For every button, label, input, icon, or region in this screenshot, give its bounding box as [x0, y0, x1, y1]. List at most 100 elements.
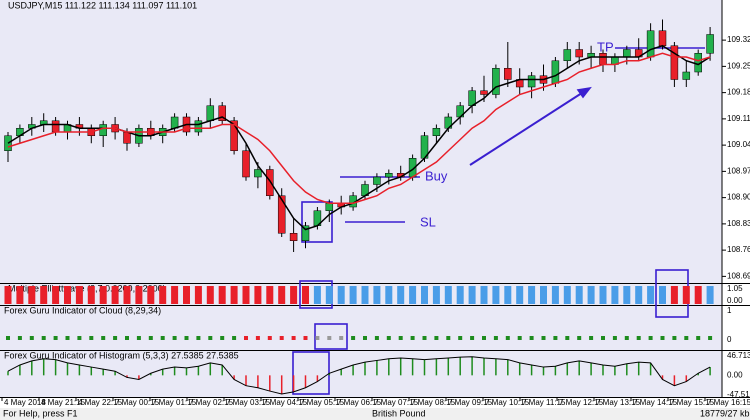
trend-block: [647, 286, 655, 304]
trend-block: [194, 286, 202, 304]
y-tick-label: 0.00: [727, 296, 743, 305]
cloud-dot: [267, 336, 272, 340]
annotations: [292, 47, 705, 395]
status-bar: [0, 408, 750, 420]
x-tick-label: 7 May 11:15: [522, 398, 566, 407]
trend-block: [682, 286, 690, 304]
cloud-dot: [6, 336, 10, 340]
trend-block: [551, 286, 559, 304]
cloud-dot: [684, 336, 689, 340]
trend-block: [266, 286, 274, 304]
trend-block: [183, 286, 190, 304]
trend-block: [468, 286, 476, 304]
cloud-dot: [434, 336, 439, 340]
trend-block: [397, 286, 405, 304]
cloud-dot: [125, 336, 129, 340]
trend-block: [159, 286, 167, 304]
x-tick-label: 7 May 10:15: [485, 398, 530, 407]
buy-label: Buy: [425, 168, 448, 183]
cloud-dot: [517, 336, 522, 340]
trend-block: [706, 286, 714, 304]
y-tick-label: -47.5135: [727, 390, 750, 399]
cloud-dot: [89, 336, 94, 340]
candle-body: [301, 225, 310, 241]
trend-block: [325, 286, 333, 304]
trend-block: [230, 286, 238, 304]
trend-block: [349, 286, 357, 304]
cloud-dot: [660, 336, 665, 340]
window-title: USDJPY,M15 111.122 111.134 111.097 111.1…: [8, 0, 197, 10]
cloud-dot: [493, 336, 498, 340]
y-tick-label: 1: [727, 306, 732, 315]
cloud-dot: [577, 336, 582, 340]
status-help: For Help, press F1: [3, 408, 78, 418]
trend-block: [135, 286, 143, 304]
y-tick-label: 109.185: [727, 88, 750, 97]
cloud-dot: [351, 336, 356, 340]
cloud-dot: [148, 336, 153, 340]
cloud-dot: [624, 336, 629, 340]
y-tick-label: 109.255: [727, 61, 750, 70]
cloud-dot: [339, 336, 344, 340]
y-tick-label: 0.00: [727, 370, 743, 379]
trend-arrow: [469, 90, 586, 166]
trend-block: [694, 286, 702, 304]
y-tick-label: 108.905: [727, 193, 750, 202]
candle-body: [242, 150, 250, 178]
candle-body: [480, 90, 488, 95]
x-tick-label: 7 May 03:15: [226, 398, 271, 407]
cloud-dot: [529, 336, 534, 340]
cloud-dot: [291, 336, 296, 340]
candle-body: [492, 68, 500, 95]
x-tick-label: 4 May 21:15: [41, 398, 86, 407]
trend-block: [313, 286, 321, 304]
x-tick-label: 7 May 07:15: [374, 398, 419, 407]
x-tick-label: 7 May 15:15: [670, 398, 715, 407]
cloud-dot: [648, 336, 653, 340]
x-tick-label: 7 May 14:15: [633, 398, 678, 407]
y-tick-label: 109.045: [727, 140, 750, 149]
cloud-dot: [29, 336, 34, 340]
trend-block: [480, 286, 488, 304]
arrow-head: [576, 86, 592, 99]
candle-body: [575, 49, 583, 58]
trend-block: [385, 286, 393, 304]
trend-block: [575, 286, 583, 304]
cloud-dot: [160, 336, 165, 340]
candle-body: [551, 60, 560, 84]
cloud-dot: [41, 336, 46, 340]
candle-body: [599, 53, 607, 65]
y-tick-label: 0: [727, 335, 732, 344]
cloud-dot: [410, 336, 415, 340]
cloud-dot: [363, 336, 367, 340]
y-tick-label: 108.765: [727, 245, 750, 254]
trend-block: [504, 286, 512, 304]
candle-body: [170, 116, 179, 129]
status-traffic: 18779/27 kb: [700, 408, 750, 418]
main-plot: [0, 0, 722, 283]
y-tick-label: 108.835: [727, 219, 750, 228]
trend-block: [75, 286, 83, 304]
trend-block: [611, 286, 619, 304]
trend-block: [528, 286, 536, 304]
candle-body: [623, 49, 631, 58]
cloud-dot: [541, 336, 546, 340]
candle-body: [99, 124, 107, 136]
trend-block: [635, 286, 643, 304]
trend-block: [218, 286, 226, 304]
x-tick-label: 7 May 12:15: [559, 398, 604, 407]
cloud-dot: [553, 336, 558, 340]
y-tick-label: 109.115: [727, 114, 750, 123]
x-tick-label: 7 May 02:15: [189, 398, 234, 407]
trend-block: [659, 286, 666, 304]
cloud-dot: [184, 336, 189, 340]
x-tick-label: 7 May 01:15: [152, 398, 197, 407]
candle-body: [51, 120, 60, 133]
candle-body: [325, 203, 334, 211]
cloud-dot: [708, 336, 713, 340]
cloud-dot: [458, 336, 463, 340]
cloud-dot: [315, 336, 320, 340]
cloud-dot: [172, 336, 177, 340]
x-tick-label: 4 May 22:15: [78, 398, 123, 407]
